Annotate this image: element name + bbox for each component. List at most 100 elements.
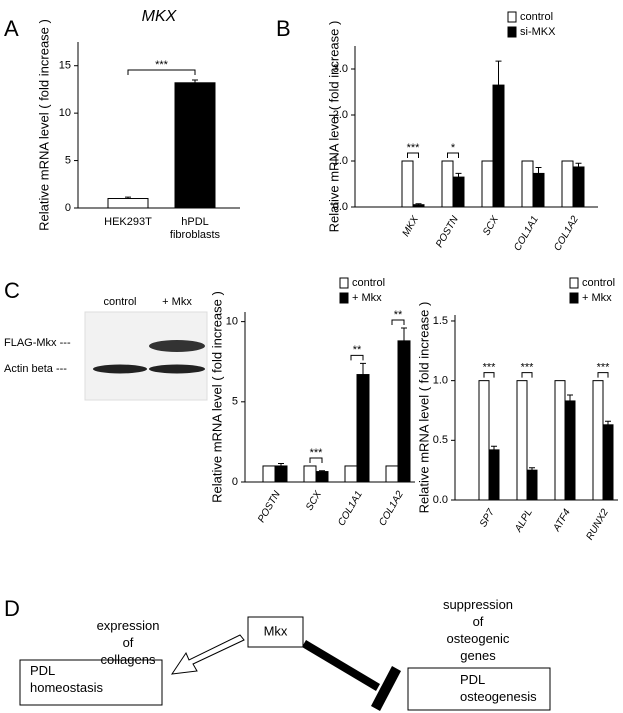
y-tick-label: 15 [59,60,71,72]
legend-swatch [507,11,517,23]
lane-label: control [103,296,136,308]
chart-title: MKX [142,8,178,25]
x-tick-label: SP7 [478,507,497,529]
y-tick-label: 1.5 [433,315,448,327]
bar [385,465,399,483]
error-bar [415,203,422,205]
bar [592,380,604,501]
significance-label: *** [521,362,535,374]
legend-swatch [339,292,349,304]
x-tick-label: RUNX2 [584,507,611,542]
error-bar [529,467,535,471]
node-label: PDL homeostasis [30,663,103,695]
significance-label: *** [155,59,169,71]
bar [397,340,411,483]
x-tick-label: POSTN [256,489,283,525]
arrow [170,634,245,675]
error-bar [278,463,284,466]
y-tick-label: 3.0 [333,63,348,75]
y-tick-label: 0.0 [433,494,448,506]
error-bar [401,327,407,341]
x-tick-label: COL1A2 [377,489,406,528]
significance-label: ** [394,309,403,321]
y-tick-label: 0 [232,476,238,488]
bar [526,469,538,501]
significance-bracket [447,152,459,158]
legend-swatch [569,277,579,289]
error-bar [491,445,497,450]
blot-image [84,311,208,401]
bar [554,380,566,501]
bar [488,449,500,501]
error-bar [319,470,325,472]
legend-swatch [507,26,517,38]
bar [401,160,414,208]
legend-swatch [339,277,349,289]
panel-letter: A [4,16,19,41]
significance-label: *** [597,362,611,374]
significance-label: ** [353,344,362,356]
bar [315,471,329,483]
y-tick-label: 10 [59,107,71,119]
significance-bracket [521,372,533,378]
y-axis-label: Relative mRNA level ( fold increase ) [36,19,51,231]
x-tick-label: SCX [481,214,501,238]
blot-band [149,340,205,352]
significance-label: *** [310,447,324,459]
significance-bracket [309,457,323,463]
bar [441,160,454,208]
band-label: Actin beta --- [4,363,67,375]
significance-label: *** [483,362,497,374]
error-bar [495,60,502,86]
x-tick-label: SCX [304,489,324,513]
bar [478,380,490,501]
error-bar [125,196,131,199]
bar [107,198,149,209]
bar [452,176,465,208]
node-box [407,667,551,711]
error-bar [605,420,611,425]
significance-bracket [597,372,609,378]
x-tick-label: COL1A1 [336,489,365,528]
x-tick-label: hPDL fibroblasts [170,216,221,241]
legend-label: control [582,277,615,289]
significance-label: *** [407,142,421,154]
bar [572,166,585,208]
y-tick-label: 1.0 [433,375,448,387]
bar [303,465,317,483]
panel-letter: D [4,596,20,621]
x-tick-label: COL1A2 [552,214,581,253]
legend-label: control [520,11,553,23]
y-axis-label: Relative mRNA level ( fold increase ) [326,21,341,233]
legend-label: + Mkx [352,292,382,304]
inhibit-line [302,640,380,691]
bar [564,400,576,501]
band-label: FLAG-Mkx --- [4,337,71,349]
significance-label: * [451,142,456,154]
legend-label: + Mkx [582,292,612,304]
y-tick-label: 5 [65,154,71,166]
y-axis-label: Relative mRNA level ( fold increase ) [416,302,431,514]
x-tick-label: POSTN [434,214,461,250]
y-tick-label: 5 [232,396,238,408]
x-tick-label: MKX [401,214,422,239]
significance-bracket [407,152,419,158]
bar [174,82,216,209]
legend-label: si-MKX [520,26,556,38]
inhibit-bar [371,666,401,711]
node-box [247,616,304,648]
significance-bracket [350,354,364,361]
bar [561,160,574,208]
bar [532,172,545,208]
bar [344,465,358,483]
blot-band [93,364,147,374]
significance-bracket [127,69,196,75]
edge-label: suppression of osteogenic genes [443,597,513,663]
panel-letter: B [276,16,291,41]
blot-band [149,364,205,374]
x-tick-label: COL1A1 [512,214,541,253]
x-tick-label: ATF4 [551,507,573,534]
x-tick-label: HEK293T [104,216,152,228]
error-bar [455,172,462,178]
